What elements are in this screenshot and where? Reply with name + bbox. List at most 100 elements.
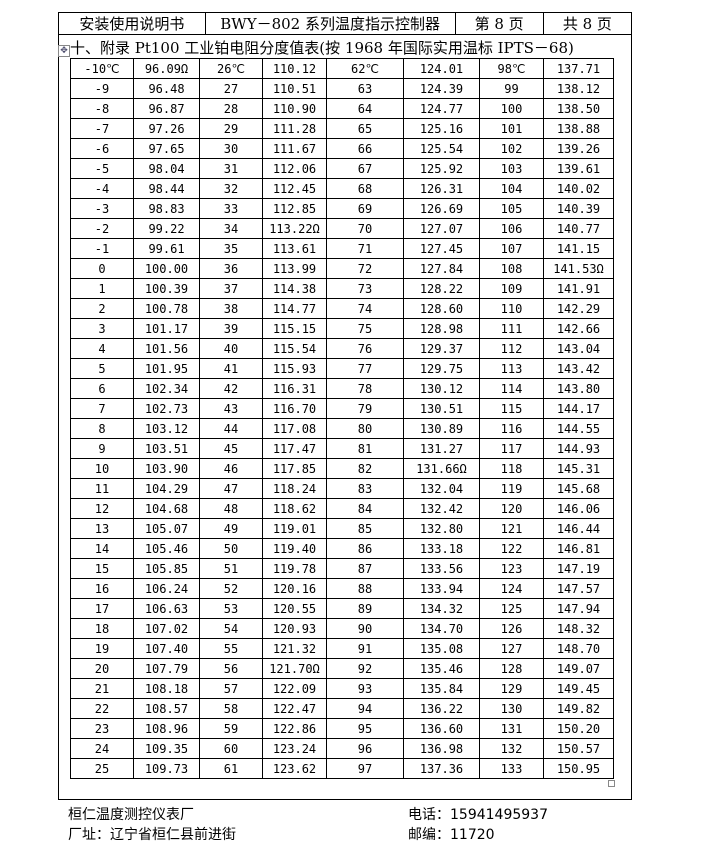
temperature-cell: 92: [326, 658, 404, 679]
resistance-cell: 115.15: [262, 318, 327, 339]
temperature-cell: 1: [70, 278, 134, 299]
temperature-cell: 24: [70, 738, 134, 759]
resistance-cell: 143.80: [543, 378, 614, 399]
resistance-cell: 99.61: [133, 238, 200, 259]
resistance-cell: 110.51: [262, 78, 327, 99]
resistance-cell: 125.54: [403, 138, 480, 159]
resistance-cell: 106.63: [133, 598, 200, 619]
temperature-cell: 15: [70, 558, 134, 579]
resistance-cell: 146.81: [543, 538, 614, 559]
resistance-cell: 142.29: [543, 298, 614, 319]
temperature-cell: 119: [479, 478, 544, 499]
resistance-cell: 135.08: [403, 638, 480, 659]
temperature-cell: 116: [479, 418, 544, 439]
table-row: 7 102.73 43 116.70 79 130.51 115 144.17: [70, 398, 614, 419]
temperature-cell: 95: [326, 718, 404, 739]
resistance-cell: 130.12: [403, 378, 480, 399]
temperature-cell: 117: [479, 438, 544, 459]
temperature-cell: -10℃: [70, 58, 134, 79]
temperature-cell: 21: [70, 678, 134, 699]
resistance-cell: 131.66Ω: [403, 458, 480, 479]
table-row: 23 108.96 59 122.86 95 136.60 131 150.20: [70, 718, 614, 739]
resistance-cell: 132.04: [403, 478, 480, 499]
table-row: 9 103.51 45 117.47 81 131.27 117 144.93: [70, 438, 614, 459]
footer-address: 厂址：辽宁省桓仁县前进街: [68, 827, 236, 843]
temperature-cell: 78: [326, 378, 404, 399]
resistance-cell: 134.70: [403, 618, 480, 639]
resistance-cell: 113.61: [262, 238, 327, 259]
temperature-cell: 30: [199, 138, 263, 159]
temperature-cell: -2: [70, 218, 134, 239]
resistance-cell: 123.62: [262, 758, 327, 779]
resistance-cell: 96.09Ω: [133, 58, 200, 79]
resistance-cell: 110.90: [262, 98, 327, 119]
resistance-cell: 108.18: [133, 678, 200, 699]
resistance-cell: 150.57: [543, 738, 614, 759]
temperature-cell: 14: [70, 538, 134, 559]
temperature-cell: 69: [326, 198, 404, 219]
resize-handle[interactable]: [608, 780, 615, 787]
header-total: 共 8 页: [562, 15, 612, 33]
resistance-cell: 101.17: [133, 318, 200, 339]
temperature-cell: 6: [70, 378, 134, 399]
move-icon[interactable]: ✥: [58, 45, 70, 57]
resistance-cell: 118.62: [262, 498, 327, 519]
resistance-cell: 120.16: [262, 578, 327, 599]
resistance-cell: 146.44: [543, 518, 614, 539]
resistance-cell: 141.15: [543, 238, 614, 259]
resistance-cell: 119.01: [262, 518, 327, 539]
resistance-cell: 116.31: [262, 378, 327, 399]
temperature-cell: 47: [199, 478, 263, 499]
footer-phone: 电话：15941495937: [408, 807, 548, 823]
temperature-cell: 25: [70, 758, 134, 779]
resistance-cell: 127.45: [403, 238, 480, 259]
resistance-cell: 107.79: [133, 658, 200, 679]
resistance-cell: 103.12: [133, 418, 200, 439]
temperature-cell: 98℃: [479, 58, 544, 79]
temperature-cell: 105: [479, 198, 544, 219]
temperature-cell: 56: [199, 658, 263, 679]
table-row: 8 103.12 44 117.08 80 130.89 116 144.55: [70, 418, 614, 439]
table-row: 24 109.35 60 123.24 96 136.98 132 150.57: [70, 738, 614, 759]
table-row: -5 98.04 31 112.06 67 125.92 103 139.61: [70, 158, 614, 179]
table-row: -9 96.48 27 110.51 63 124.39 99 138.12: [70, 78, 614, 99]
resistance-cell: 148.70: [543, 638, 614, 659]
temperature-cell: 17: [70, 598, 134, 619]
resistance-cell: 125.92: [403, 158, 480, 179]
temperature-cell: 57: [199, 678, 263, 699]
resistance-cell: 121.70Ω: [262, 658, 327, 679]
temperature-cell: 23: [70, 718, 134, 739]
table-row: -1 99.61 35 113.61 71 127.45 107 141.15: [70, 238, 614, 259]
resistance-cell: 147.94: [543, 598, 614, 619]
temperature-cell: -1: [70, 238, 134, 259]
resistance-cell: 97.65: [133, 138, 200, 159]
resistance-cell: 141.91: [543, 278, 614, 299]
resistance-cell: 108.96: [133, 718, 200, 739]
resistance-cell: 99.22: [133, 218, 200, 239]
table-row: 16 106.24 52 120.16 88 133.94 124 147.57: [70, 578, 614, 599]
header-doc: 安装使用说明书: [59, 13, 206, 34]
resistance-cell: 139.61: [543, 158, 614, 179]
resistance-cell: 127.07: [403, 218, 480, 239]
temperature-cell: 110: [479, 298, 544, 319]
resistance-cell: 96.48: [133, 78, 200, 99]
table-row: 20 107.79 56 121.70Ω 92 135.46 128 149.07: [70, 658, 614, 679]
resistance-cell: 113.22Ω: [262, 218, 327, 239]
resistance-cell: 150.20: [543, 718, 614, 739]
temperature-cell: 101: [479, 118, 544, 139]
temperature-cell: 54: [199, 618, 263, 639]
resistance-cell: 131.27: [403, 438, 480, 459]
resistance-cell: 112.45: [262, 178, 327, 199]
temperature-cell: 115: [479, 398, 544, 419]
temperature-cell: 77: [326, 358, 404, 379]
temperature-cell: 81: [326, 438, 404, 459]
resistance-cell: 128.60: [403, 298, 480, 319]
header-page: 第 8 页: [456, 13, 544, 34]
temperature-cell: 38: [199, 298, 263, 319]
resistance-cell: 134.32: [403, 598, 480, 619]
temperature-cell: 76: [326, 338, 404, 359]
temperature-cell: 127: [479, 638, 544, 659]
resistance-cell: 115.54: [262, 338, 327, 359]
temperature-cell: -9: [70, 78, 134, 99]
temperature-cell: 32: [199, 178, 263, 199]
